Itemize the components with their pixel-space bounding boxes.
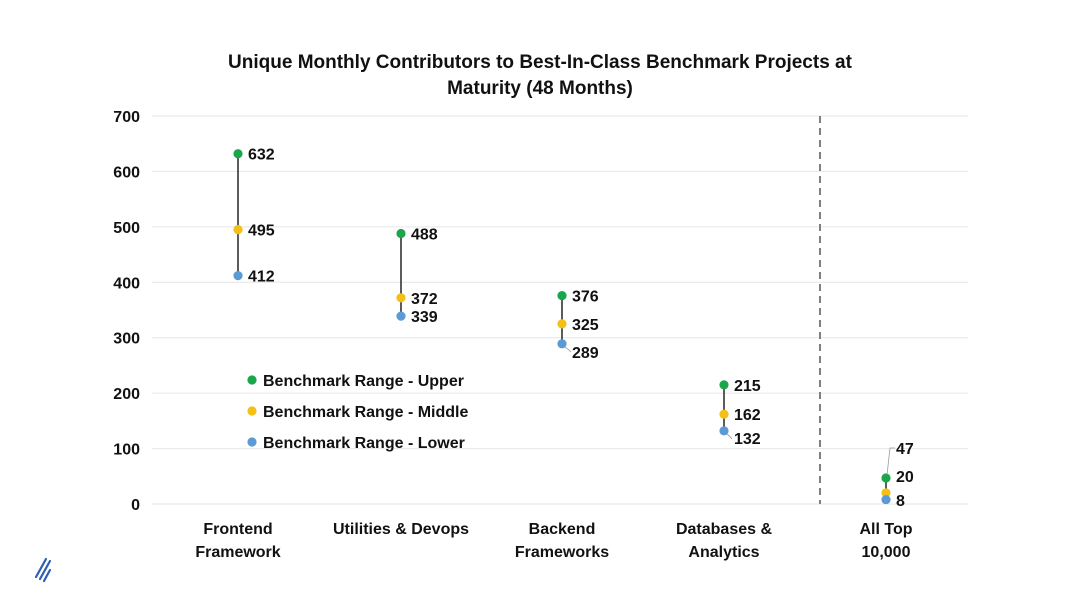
data-label-lower: 8 [896, 493, 905, 510]
data-point-upper [719, 380, 729, 390]
x-category-label: Backend [529, 521, 596, 538]
data-point-middle [233, 225, 243, 235]
data-point-upper [881, 473, 891, 483]
label-leader-line [886, 447, 895, 475]
data-label-lower: 412 [248, 269, 275, 286]
y-tick-label: 300 [113, 331, 140, 348]
legend: Benchmark Range - Upper Benchmark Range -… [247, 373, 468, 452]
legend-marker [247, 375, 257, 385]
data-label-upper: 47 [896, 441, 914, 458]
x-category-label: Frontend [203, 521, 272, 538]
y-axis-tick-labels: 700 600 500 400 300 200 100 0 [113, 109, 140, 514]
y-tick-label: 600 [113, 164, 140, 181]
data-point-lower [557, 339, 567, 349]
data-label-upper: 215 [734, 378, 761, 395]
x-category-label: 10,000 [862, 544, 911, 561]
data-point-lower [233, 271, 243, 281]
data-label-middle: 495 [248, 223, 275, 240]
data-point-upper [233, 149, 243, 159]
data-label-middle: 325 [572, 317, 599, 334]
data-label-middle: 20 [896, 469, 914, 486]
x-category-label: Framework [195, 544, 280, 561]
y-tick-label: 700 [113, 109, 140, 126]
data-label-lower: 132 [734, 431, 761, 448]
data-label-upper: 488 [411, 227, 438, 244]
legend-label: Benchmark Range - Middle [263, 404, 468, 421]
label-leader-line [726, 433, 733, 440]
data-point-lower [396, 311, 406, 321]
legend-label: Benchmark Range - Lower [263, 435, 465, 452]
data-point-lower [881, 494, 891, 505]
y-tick-label: 200 [113, 386, 140, 403]
data-label-lower: 289 [572, 345, 599, 362]
x-category-label: Frameworks [515, 544, 609, 561]
chart-title-line-1: Unique Monthly Contributors to Best-In-C… [228, 52, 853, 73]
data-label-upper: 632 [248, 147, 275, 164]
legend-label: Benchmark Range - Upper [263, 373, 464, 390]
data-point-middle [557, 319, 567, 329]
y-tick-label: 100 [113, 442, 140, 459]
y-tick-label: 500 [113, 220, 140, 237]
chart-title: Unique Monthly Contributors to Best-In-C… [228, 52, 853, 99]
gridlines [152, 115, 968, 505]
x-category-label: Utilities & Devops [333, 521, 469, 538]
slash-logo-icon [34, 557, 52, 583]
y-tick-label: 400 [113, 275, 140, 292]
data-point-middle [396, 293, 406, 303]
legend-marker [247, 437, 257, 447]
label-leader-line [564, 346, 572, 353]
x-axis-category-labels: Frontend Framework Utilities & Devops Backe… [195, 521, 912, 561]
x-category-label: All Top [859, 521, 912, 538]
data-label-middle: 162 [734, 407, 761, 424]
data-point-lower [719, 426, 729, 436]
data-point-upper [557, 290, 567, 301]
data-point-middle [719, 409, 729, 419]
legend-marker [247, 406, 257, 416]
data-label-middle: 372 [411, 291, 438, 308]
y-tick-label: 0 [131, 497, 140, 514]
data-points [233, 149, 891, 505]
data-point-middle [881, 488, 891, 498]
x-category-label: Databases & [676, 521, 772, 538]
chart-title-line-2: Maturity (48 Months) [447, 78, 633, 99]
data-label-lower: 339 [411, 309, 438, 326]
x-category-label: Analytics [688, 544, 759, 561]
data-point-upper [396, 228, 406, 239]
data-label-upper: 376 [572, 289, 599, 306]
